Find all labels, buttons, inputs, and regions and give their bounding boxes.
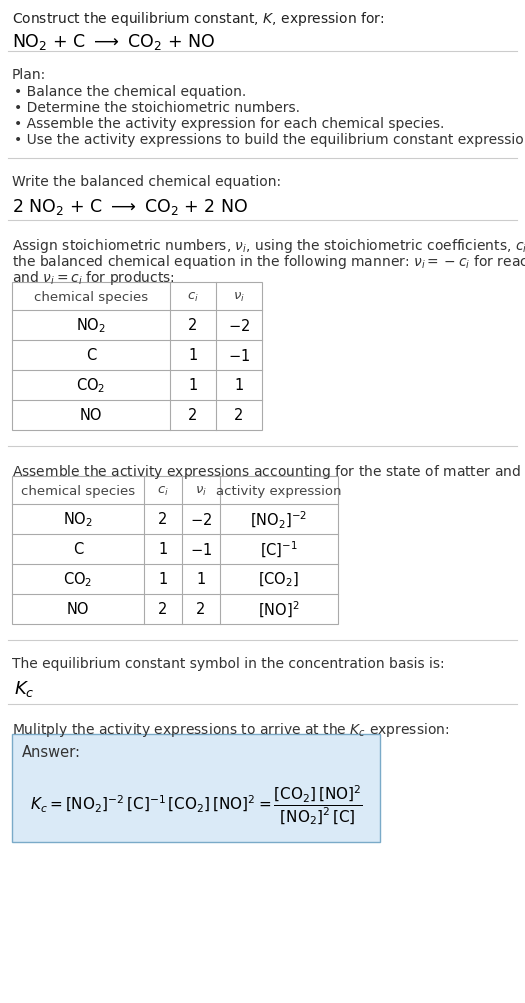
Text: $K_c = [\mathrm{NO_2}]^{-2}\,[\mathrm{C}]^{-1}\,[\mathrm{CO_2}]\,[\mathrm{NO}]^2: $K_c = [\mathrm{NO_2}]^{-2}\,[\mathrm{C}… — [29, 782, 362, 825]
Text: NO: NO — [80, 408, 102, 423]
Text: $\nu_i$: $\nu_i$ — [233, 290, 245, 303]
Text: Mulitply the activity expressions to arrive at the $K_c$ expression:: Mulitply the activity expressions to arr… — [12, 720, 449, 738]
FancyBboxPatch shape — [12, 734, 380, 843]
Text: C: C — [73, 542, 83, 557]
Text: Answer:: Answer: — [22, 744, 81, 759]
Text: $-2$: $-2$ — [228, 318, 250, 334]
Text: $\mathrm{NO_2}$ + C $\longrightarrow$ $\mathrm{CO_2}$ + NO: $\mathrm{NO_2}$ + C $\longrightarrow$ $\… — [12, 32, 215, 52]
Text: • Determine the stoichiometric numbers.: • Determine the stoichiometric numbers. — [14, 101, 300, 115]
Text: $\mathrm{NO_2}$: $\mathrm{NO_2}$ — [76, 316, 106, 335]
Text: $[\mathrm{CO_2}]$: $[\mathrm{CO_2}]$ — [258, 571, 300, 589]
Text: $c_i$: $c_i$ — [157, 484, 169, 497]
Text: Write the balanced chemical equation:: Write the balanced chemical equation: — [12, 175, 281, 189]
Text: Plan:: Plan: — [12, 68, 46, 82]
Text: $\mathrm{NO_2}$: $\mathrm{NO_2}$ — [63, 511, 93, 529]
Text: 1: 1 — [188, 378, 197, 393]
Text: C: C — [86, 348, 96, 363]
Text: 1: 1 — [234, 378, 244, 393]
Text: NO: NO — [67, 602, 89, 617]
Text: activity expression: activity expression — [216, 484, 342, 497]
Text: The equilibrium constant symbol in the concentration basis is:: The equilibrium constant symbol in the c… — [12, 656, 445, 670]
Text: 2 $\mathrm{NO_2}$ + C $\longrightarrow$ $\mathrm{CO_2}$ + 2 NO: 2 $\mathrm{NO_2}$ + C $\longrightarrow$ … — [12, 197, 248, 217]
Text: 1: 1 — [196, 572, 206, 587]
Text: $\mathrm{CO_2}$: $\mathrm{CO_2}$ — [64, 570, 92, 589]
Text: $\nu_i$: $\nu_i$ — [195, 484, 207, 497]
FancyBboxPatch shape — [12, 476, 338, 625]
FancyBboxPatch shape — [12, 283, 262, 430]
Text: chemical species: chemical species — [21, 484, 135, 497]
Text: 1: 1 — [188, 348, 197, 363]
Text: Assemble the activity expressions accounting for the state of matter and $\nu_i$: Assemble the activity expressions accoun… — [12, 462, 525, 480]
Text: $[\mathrm{NO}]^2$: $[\mathrm{NO}]^2$ — [258, 600, 300, 620]
Text: 2: 2 — [234, 408, 244, 423]
Text: • Assemble the activity expression for each chemical species.: • Assemble the activity expression for e… — [14, 117, 444, 130]
Text: the balanced chemical equation in the following manner: $\nu_i = -c_i$ for react: the balanced chemical equation in the fo… — [12, 253, 525, 271]
Text: Construct the equilibrium constant, $K$, expression for:: Construct the equilibrium constant, $K$,… — [12, 10, 384, 28]
Text: 2: 2 — [188, 408, 198, 423]
Text: Assign stoichiometric numbers, $\nu_i$, using the stoichiometric coefficients, $: Assign stoichiometric numbers, $\nu_i$, … — [12, 237, 525, 255]
Text: $c_i$: $c_i$ — [187, 290, 199, 303]
Text: $-2$: $-2$ — [190, 512, 212, 528]
Text: 2: 2 — [196, 602, 206, 617]
Text: 1: 1 — [159, 542, 167, 557]
Text: 2: 2 — [188, 318, 198, 333]
Text: and $\nu_i = c_i$ for products:: and $\nu_i = c_i$ for products: — [12, 269, 175, 287]
Text: $[\mathrm{C}]^{-1}$: $[\mathrm{C}]^{-1}$ — [260, 540, 298, 560]
Text: • Balance the chemical equation.: • Balance the chemical equation. — [14, 85, 246, 99]
Text: chemical species: chemical species — [34, 290, 148, 303]
Text: $K_c$: $K_c$ — [14, 678, 35, 698]
Text: 2: 2 — [159, 602, 167, 617]
Text: $\mathrm{CO_2}$: $\mathrm{CO_2}$ — [76, 376, 106, 395]
Text: 2: 2 — [159, 512, 167, 527]
Text: 1: 1 — [159, 572, 167, 587]
Text: $[\mathrm{NO_2}]^{-2}$: $[\mathrm{NO_2}]^{-2}$ — [250, 509, 308, 530]
Text: $-1$: $-1$ — [228, 348, 250, 364]
Text: • Use the activity expressions to build the equilibrium constant expression.: • Use the activity expressions to build … — [14, 132, 525, 146]
Text: $-1$: $-1$ — [190, 542, 212, 558]
